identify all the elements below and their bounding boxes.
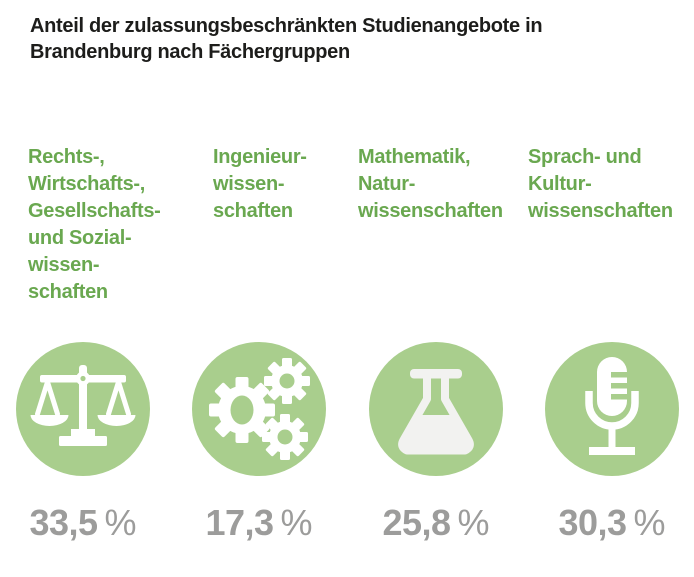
value-unit: % (104, 502, 137, 543)
value-unit: % (280, 502, 313, 543)
group-label: Rechts-, Wirtschafts-, Gesellschafts- un… (28, 146, 161, 303)
page-title: Anteil der zulassungsbeschränkten Studie… (30, 13, 670, 65)
value-label: 25,8% (369, 502, 503, 544)
group-rechts-wirtschafts: Rechts-, Wirtschafts-, Gesellschafts- un… (16, 144, 196, 574)
group-ingenieur: Ingenieur- wissen- schaften (192, 144, 372, 574)
value-unit: % (457, 502, 490, 543)
value-label: 17,3% (192, 502, 326, 544)
group-label: Sprach- und Kultur- wissenschaften (528, 146, 673, 222)
scales-icon (16, 342, 150, 476)
group-label: Mathematik, Natur- wissenschaften (358, 146, 503, 222)
value-number: 30,3 (558, 502, 627, 543)
gears-icon (192, 342, 326, 476)
title-line-1: Anteil der zulassungsbeschränkten Studie… (30, 15, 543, 37)
title-line-2: Brandenburg nach Fächergruppen (30, 41, 350, 63)
group-label: Ingenieur- wissen- schaften (213, 146, 307, 222)
group-sprach-kultur: Sprach- und Kultur- wissenschaften 30,3% (528, 144, 694, 574)
value-label: 30,3% (545, 502, 679, 544)
value-unit: % (633, 502, 666, 543)
value-label: 33,5% (16, 502, 150, 544)
microphone-icon (545, 342, 679, 476)
value-number: 25,8 (382, 502, 451, 543)
group-mathematik-natur: Mathematik, Natur- wissenschaften 25,8% (358, 144, 549, 574)
flask-icon (369, 342, 503, 476)
value-number: 33,5 (29, 502, 98, 543)
value-number: 17,3 (205, 502, 274, 543)
